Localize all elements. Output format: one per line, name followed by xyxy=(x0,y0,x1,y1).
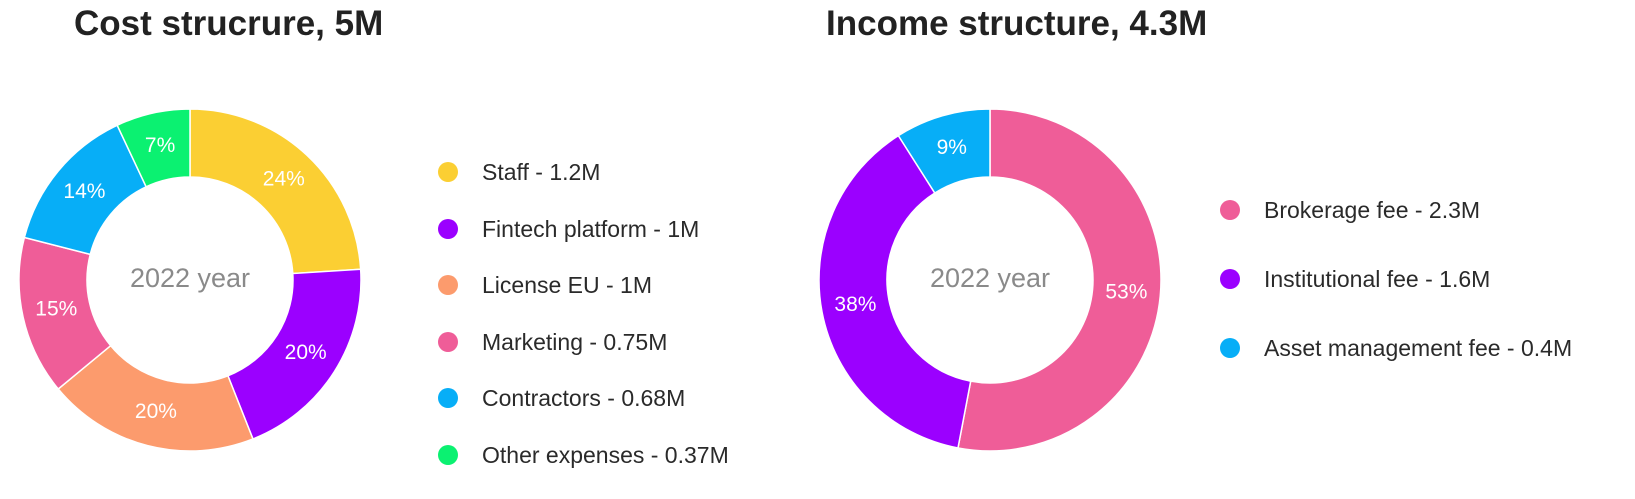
legend-dot-icon xyxy=(438,275,458,295)
legend-item-contractors: Contractors - 0.68M xyxy=(438,386,729,410)
slice-label-staff: 24% xyxy=(263,168,305,191)
slice-label-fintech-platform: 20% xyxy=(285,341,327,364)
legend-label: Institutional fee - 1.6M xyxy=(1264,266,1491,292)
slice-brokerage-fee xyxy=(957,108,1162,452)
cost-structure-panel: Cost strucrure, 5M 24% 20% 20% 15% 14% 7% 2022… xyxy=(0,0,800,489)
income-donut-chart: 53% 38% 9% 2022 year xyxy=(818,108,1162,452)
slice-label-license-eu: 20% xyxy=(135,400,177,423)
legend-label: Staff - 1.2M xyxy=(482,159,601,185)
legend-item-institutional-fee: Institutional fee - 1.6M xyxy=(1220,267,1572,291)
legend-dot-icon xyxy=(438,331,458,352)
legend-label: Brokerage fee - 2.3M xyxy=(1264,197,1481,223)
income-chart-title: Income structure, 4.3M xyxy=(826,4,1208,43)
slice-label-contractors: 14% xyxy=(63,180,105,203)
center-year-label: 2022 year xyxy=(130,263,250,293)
legend-label: Contractors - 0.68M xyxy=(482,385,686,411)
legend-dot-icon xyxy=(1220,269,1240,289)
slice-asset-management-fee xyxy=(897,108,991,195)
income-legend: Brokerage fee - 2.3M Institutional fee - … xyxy=(1220,198,1572,405)
slice-institutional-fee xyxy=(818,134,972,449)
legend-dot-icon xyxy=(438,218,458,239)
income-structure-panel: Income structure, 4.3M 53% 38% 9% 2022 year… xyxy=(800,0,1635,489)
legend-dot-icon xyxy=(1220,200,1240,220)
slice-label-asset-management-fee: 9% xyxy=(937,136,967,159)
legend-dot-icon xyxy=(1220,338,1240,358)
legend-item-fintech-platform: Fintech platform - 1M xyxy=(438,217,729,241)
legend-label: Asset management fee - 0.4M xyxy=(1264,335,1573,361)
legend-label: Other expenses - 0.37M xyxy=(482,441,729,468)
cost-chart-title: Cost strucrure, 5M xyxy=(74,4,384,43)
cost-legend: Staff - 1.2M Fintech platform - 1M License… xyxy=(438,160,729,499)
legend-item-other-expenses: Other expenses - 0.37M xyxy=(438,443,729,467)
legend-label: Marketing - 0.75M xyxy=(482,328,668,355)
slice-staff xyxy=(189,108,362,275)
slice-label-other-expenses: 7% xyxy=(145,134,175,157)
legend-item-license-eu: License EU - 1M xyxy=(438,273,729,297)
cost-donut-chart: 24% 20% 20% 15% 14% 7% 2022 year xyxy=(18,108,362,452)
legend-item-brokerage-fee: Brokerage fee - 2.3M xyxy=(1220,198,1572,222)
legend-item-marketing: Marketing - 0.75M xyxy=(438,330,729,354)
slice-label-institutional-fee: 38% xyxy=(834,293,876,316)
slice-label-marketing: 15% xyxy=(35,297,77,320)
slice-other-expenses xyxy=(116,108,191,188)
legend-item-staff: Staff - 1.2M xyxy=(438,160,729,184)
legend-label: Fintech platform - 1M xyxy=(482,215,700,242)
slice-label-brokerage-fee: 53% xyxy=(1105,280,1147,303)
legend-item-asset-management-fee: Asset management fee - 0.4M xyxy=(1220,336,1572,360)
legend-label: License EU - 1M xyxy=(482,272,653,298)
legend-dot-icon xyxy=(438,162,458,182)
legend-dot-icon xyxy=(438,444,458,465)
center-year-label: 2022 year xyxy=(930,263,1050,293)
legend-dot-icon xyxy=(438,388,458,408)
